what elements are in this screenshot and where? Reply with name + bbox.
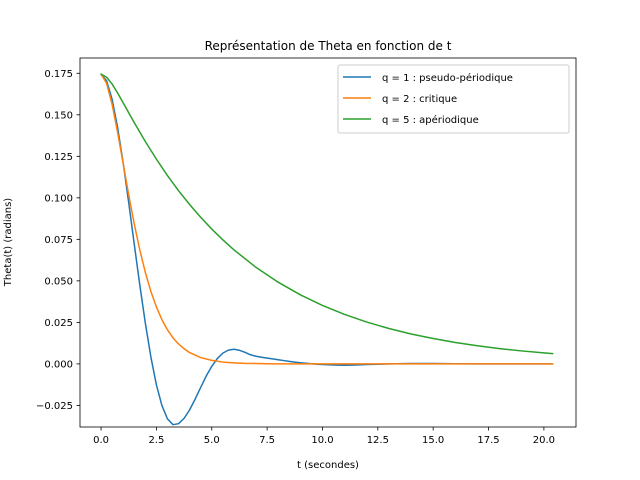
legend: q = 1 : pseudo-périodique q = 2 : critiq… — [337, 64, 570, 134]
y-tick-label: 0.175 — [44, 69, 73, 80]
x-axis-ticks: 0.0 2.5 5.0 7.5 10.0 12.5 15.0 17.5 20.0 — [93, 427, 555, 446]
y-axis-ticks: −0.025 0.000 0.025 0.050 0.075 0.100 0.125 0.15… — [36, 69, 80, 412]
legend-label-series-1: q = 1 : pseudo-périodique — [382, 72, 513, 84]
chart-title: Représentation de Theta en fonction de t — [205, 39, 452, 53]
legend-label-series-2: q = 2 : critique — [382, 94, 457, 105]
x-tick-label: 15.0 — [422, 435, 444, 446]
x-tick-label: 7.5 — [259, 435, 275, 446]
series-line-3 — [100, 73, 554, 355]
legend-label-series-3: q = 5 : apériodique — [382, 114, 479, 126]
x-tick-label: 10.0 — [311, 435, 333, 446]
y-tick-label: 0.125 — [44, 152, 73, 163]
y-tick-label: −0.025 — [36, 401, 73, 412]
x-tick-label: 17.5 — [477, 435, 499, 446]
x-tick-label: 0.0 — [93, 435, 109, 446]
x-tick-label: 5.0 — [204, 435, 220, 446]
series-layer — [100, 73, 554, 426]
y-tick-label: 0.000 — [44, 359, 73, 370]
plot-frame — [79, 57, 577, 428]
y-tick-label: 0.100 — [44, 193, 73, 204]
x-tick-label: 12.5 — [367, 435, 389, 446]
y-tick-label: 0.025 — [44, 318, 73, 329]
x-tick-label: 20.0 — [533, 435, 555, 446]
x-tick-label: 2.5 — [148, 435, 164, 446]
y-tick-label: 0.150 — [44, 110, 73, 121]
legend-box — [337, 64, 570, 134]
y-tick-label: 0.050 — [44, 276, 73, 287]
x-axis-label: t (secondes) — [297, 460, 359, 471]
y-axis-label: Theta(t) (radians) — [3, 198, 14, 287]
y-tick-label: 0.075 — [44, 235, 73, 246]
series-line-2 — [100, 73, 554, 365]
